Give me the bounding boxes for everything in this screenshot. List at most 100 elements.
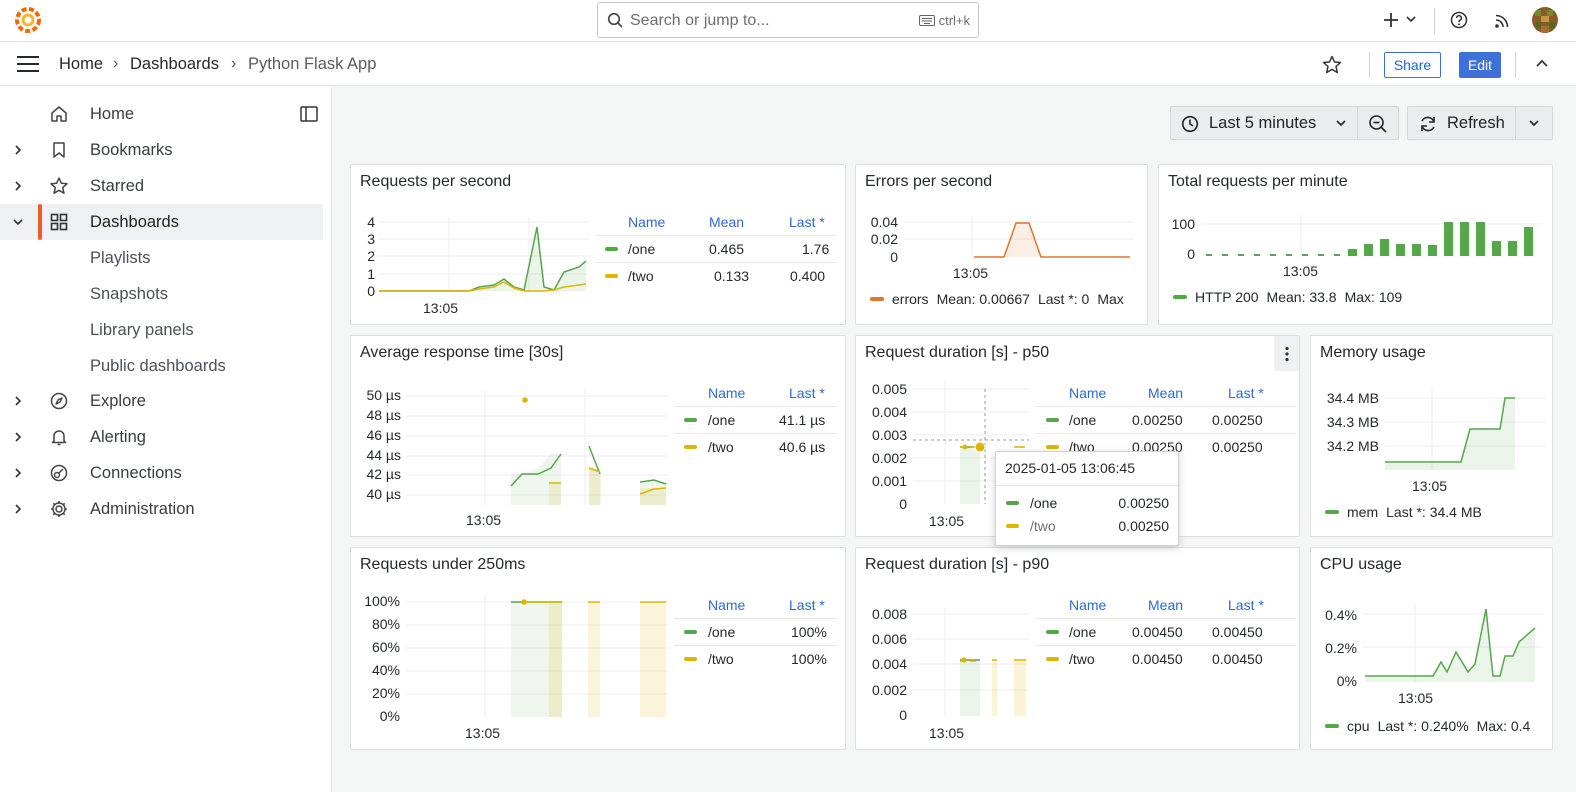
panel-requests-per-second[interactable]: Requests per second 4 3 2 1 0 13:05 Name…: [350, 164, 846, 325]
memory-graph: [1385, 388, 1545, 470]
sidebar-item-explore[interactable]: Explore: [0, 383, 330, 419]
legend[interactable]: HTTP 200 Mean: 33.8 Max: 109: [1173, 289, 1402, 305]
search-input[interactable]: Search or jump to... ctrl+k: [597, 2, 979, 38]
panel-title: Average response time [30s]: [360, 344, 564, 361]
legend-row[interactable]: /one 0.00250 0.00250: [1036, 406, 1296, 432]
news-icon[interactable]: [1494, 11, 1512, 29]
sidebar-item-connections[interactable]: Connections: [0, 455, 330, 491]
legend-header-last[interactable]: Last *: [789, 385, 825, 401]
legend-row[interactable]: /two 40.6 µs: [674, 433, 837, 459]
avatar[interactable]: [1531, 6, 1559, 34]
sidebar-item-administration[interactable]: Administration: [0, 491, 330, 527]
sidebar: Home Bookmarks Starred Dashboards Playli…: [0, 87, 332, 792]
chevron-right-icon[interactable]: [12, 394, 24, 408]
y-tick: 0.008: [871, 606, 907, 622]
panel-total-requests-per-minute[interactable]: Total requests per minute 100 0 13:05 HT…: [1158, 164, 1553, 325]
sidebar-item-label: Explore: [90, 392, 146, 410]
chevron-right-icon[interactable]: [12, 143, 24, 157]
chevron-right-icon[interactable]: [12, 179, 24, 193]
legend-row[interactable]: /two 0.133 0.400: [596, 262, 836, 288]
tooltip-time: 2025-01-05 13:06:45: [1005, 460, 1135, 476]
y-tick: 0.005: [871, 381, 907, 397]
legend-header-last[interactable]: Last *: [1228, 385, 1264, 401]
x-tick: 13:05: [953, 265, 989, 281]
panel-request-duration-p90[interactable]: Request duration [s] - p90 0.008 0.006 0…: [855, 547, 1300, 750]
menu-icon[interactable]: [16, 55, 40, 73]
legend-table: Name Mean Last * /one 0.465 1.76 /two 0.…: [596, 207, 836, 287]
sidebar-subitem-playlists[interactable]: Playlists: [90, 249, 151, 267]
panel-requests-under-250ms[interactable]: Requests under 250ms 100% 80% 60% 40% 20…: [350, 547, 846, 750]
y-tick: 100: [1171, 216, 1195, 232]
edit-button[interactable]: Edit: [1459, 52, 1501, 78]
panel-title: Total requests per minute: [1168, 173, 1348, 190]
legend-row[interactable]: /one 41.1 µs: [674, 406, 837, 432]
under-250ms-graph: [406, 596, 668, 717]
new-menu-button[interactable]: [1383, 11, 1419, 29]
y-tick: 0.003: [871, 427, 907, 443]
y-tick: 20%: [371, 685, 400, 701]
chevron-right-icon[interactable]: [12, 430, 24, 444]
refresh-button[interactable]: Refresh: [1408, 107, 1516, 139]
sidebar-subitem-snapshots[interactable]: Snapshots: [90, 285, 168, 303]
breadcrumb-dashboards[interactable]: Dashboards: [130, 55, 219, 73]
breadcrumb-current: Python Flask App: [248, 55, 377, 73]
chevron-right-icon[interactable]: [12, 466, 24, 480]
breadcrumb-home[interactable]: Home: [59, 55, 104, 73]
time-range-picker[interactable]: Last 5 minutes: [1171, 107, 1359, 139]
chevron-up-icon[interactable]: [1535, 58, 1549, 68]
p90-graph: [913, 608, 1029, 716]
sidebar-subitem-library-panels[interactable]: Library panels: [90, 321, 194, 339]
chevron-down-icon: [1335, 118, 1347, 128]
legend-row[interactable]: /one 100%: [674, 618, 837, 644]
legend-row[interactable]: /one 0.00450 0.00450: [1036, 618, 1296, 644]
sidebar-item-alerting[interactable]: Alerting: [0, 419, 330, 455]
legend-header-last[interactable]: Last *: [789, 214, 825, 230]
search-placeholder: Search or jump to...: [630, 12, 770, 29]
legend[interactable]: mem Last *: 34.4 MB: [1325, 504, 1482, 520]
help-icon[interactable]: [1450, 11, 1468, 29]
dock-menu-icon[interactable]: [300, 105, 318, 123]
sidebar-item-starred[interactable]: Starred: [0, 168, 330, 204]
refresh-interval-picker[interactable]: [1516, 107, 1552, 139]
search-shortcut: ctrl+k: [938, 13, 970, 28]
legend-header-name[interactable]: Name: [1069, 385, 1107, 401]
sidebar-item-dashboards[interactable]: Dashboards: [0, 204, 323, 240]
legend-header-name[interactable]: Name: [708, 597, 746, 613]
sidebar-item-home[interactable]: Home: [0, 96, 330, 132]
legend-row[interactable]: /two 0.00450 0.00450: [1036, 645, 1296, 671]
errors-graph: [904, 217, 1134, 259]
legend-header-last[interactable]: Last *: [1228, 597, 1264, 613]
requests-bar-graph: [1201, 215, 1541, 257]
legend-header-mean[interactable]: Mean: [1148, 385, 1184, 401]
legend-header-last[interactable]: Last *: [789, 597, 825, 613]
grafana-logo-icon[interactable]: [14, 6, 42, 34]
share-button[interactable]: Share: [1384, 52, 1441, 78]
legend-header-name[interactable]: Name: [1069, 597, 1107, 613]
legend-header-mean[interactable]: Mean: [1148, 597, 1184, 613]
panel-memory-usage[interactable]: Memory usage 34.4 MB 34.3 MB 34.2 MB 13:…: [1310, 335, 1553, 537]
panel-errors-per-second[interactable]: Errors per second 0.04 0.02 0 13:05 erro…: [855, 164, 1148, 325]
star-icon[interactable]: [1322, 55, 1342, 74]
sidebar-item-bookmarks[interactable]: Bookmarks: [0, 132, 330, 168]
sidebar-item-label: Home: [90, 105, 135, 123]
sidebar-subitem-public-dashboards[interactable]: Public dashboards: [90, 357, 226, 375]
y-tick: 46 µs: [366, 427, 401, 443]
panel-title: CPU usage: [1320, 556, 1402, 573]
legend-header-name[interactable]: Name: [708, 385, 746, 401]
legend-header-name[interactable]: Name: [628, 214, 666, 230]
zoom-out-button[interactable]: [1358, 107, 1398, 139]
legend-row[interactable]: /two 100%: [674, 645, 837, 671]
y-tick: 0.004: [871, 404, 907, 420]
panel-menu-button[interactable]: [1274, 336, 1299, 371]
legend-row[interactable]: /one 0.465 1.76: [596, 235, 836, 261]
legend[interactable]: cpu Last *: 0.240% Max: 0.4: [1325, 718, 1530, 734]
legend-header-mean[interactable]: Mean: [709, 214, 745, 230]
chevron-down-icon[interactable]: [12, 215, 24, 229]
panel-average-response-time[interactable]: Average response time [30s] 50 µs 48 µs …: [350, 335, 846, 537]
legend[interactable]: errors Mean: 0.00667 Last *: 0 Max: [870, 291, 1124, 307]
panel-cpu-usage[interactable]: CPU usage 0.4% 0.2% 0% 13:05 cpu Last *:…: [1310, 547, 1553, 750]
rps-graph: [379, 217, 589, 292]
search-icon: [607, 12, 623, 28]
chevron-right-icon[interactable]: [12, 502, 24, 516]
breadcrumb-separator: ›: [113, 55, 119, 72]
